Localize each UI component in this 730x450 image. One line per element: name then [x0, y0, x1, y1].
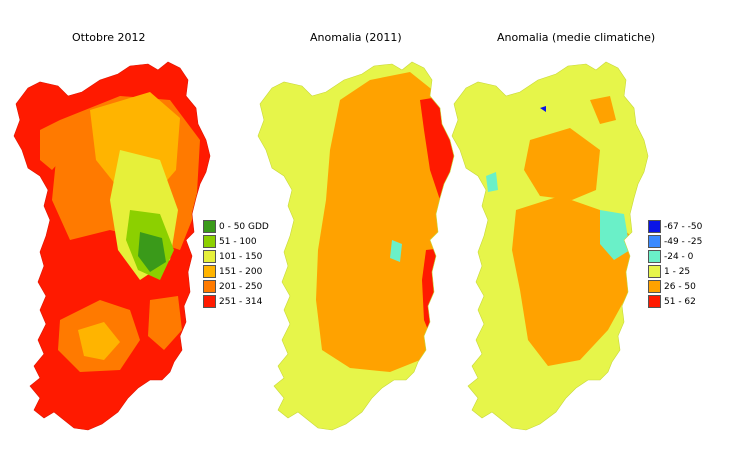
legend-item: 151 - 200: [203, 264, 269, 279]
legend-item: -49 - -25: [648, 234, 702, 249]
legend-swatch: [648, 235, 661, 248]
legend-swatch: [203, 280, 216, 293]
legend-item: 51 - 62: [648, 294, 702, 309]
legend-swatch: [648, 220, 661, 233]
legend-label: 201 - 250: [219, 281, 263, 292]
legend-item: -67 - -50: [648, 219, 702, 234]
legend-item: 26 - 50: [648, 279, 702, 294]
legend-item: 0 - 50 GDD: [203, 219, 269, 234]
map-title-anomaly-climate: Anomalia (medie climatiche): [497, 31, 656, 44]
legend-item: 1 - 25: [648, 264, 702, 279]
legend-swatch: [203, 295, 216, 308]
legend-item: 51 - 100: [203, 234, 269, 249]
legend-swatch: [203, 235, 216, 248]
map-title-october-2012: Ottobre 2012: [72, 31, 146, 44]
map-title-anomaly-2011: Anomalia (2011): [310, 31, 402, 44]
legend-swatch: [648, 295, 661, 308]
legend-item: -24 - 0: [648, 249, 702, 264]
legend-label: -24 - 0: [664, 251, 694, 262]
legend-label: -67 - -50: [664, 221, 703, 232]
legend-swatch: [203, 265, 216, 278]
legend-anomaly: -67 - -50 -49 - -25 -24 - 0 1 - 25 26 - …: [648, 219, 702, 309]
legend-swatch: [203, 250, 216, 263]
legend-label: 251 - 314: [219, 296, 263, 307]
legend-item: 201 - 250: [203, 279, 269, 294]
legend-label: 51 - 62: [664, 296, 696, 307]
map-anomaly-2011: [257, 61, 455, 431]
legend-swatch: [648, 265, 661, 278]
legend-label: 101 - 150: [219, 251, 263, 262]
legend-label: 1 - 25: [664, 266, 691, 277]
legend-label: 51 - 100: [219, 236, 257, 247]
legend-label: 0 - 50 GDD: [219, 221, 269, 232]
legend-label: 26 - 50: [664, 281, 696, 292]
map-anomaly-climate: [451, 61, 649, 431]
legend-swatch: [203, 220, 216, 233]
legend-item: 101 - 150: [203, 249, 269, 264]
legend-swatch: [648, 250, 661, 263]
legend-label: 151 - 200: [219, 266, 263, 277]
legend-item: 251 - 314: [203, 294, 269, 309]
map-gdd-october-2012: [13, 61, 211, 431]
legend-gdd: 0 - 50 GDD 51 - 100 101 - 150 151 - 200 …: [203, 219, 269, 309]
legend-label: -49 - -25: [664, 236, 703, 247]
legend-swatch: [648, 280, 661, 293]
